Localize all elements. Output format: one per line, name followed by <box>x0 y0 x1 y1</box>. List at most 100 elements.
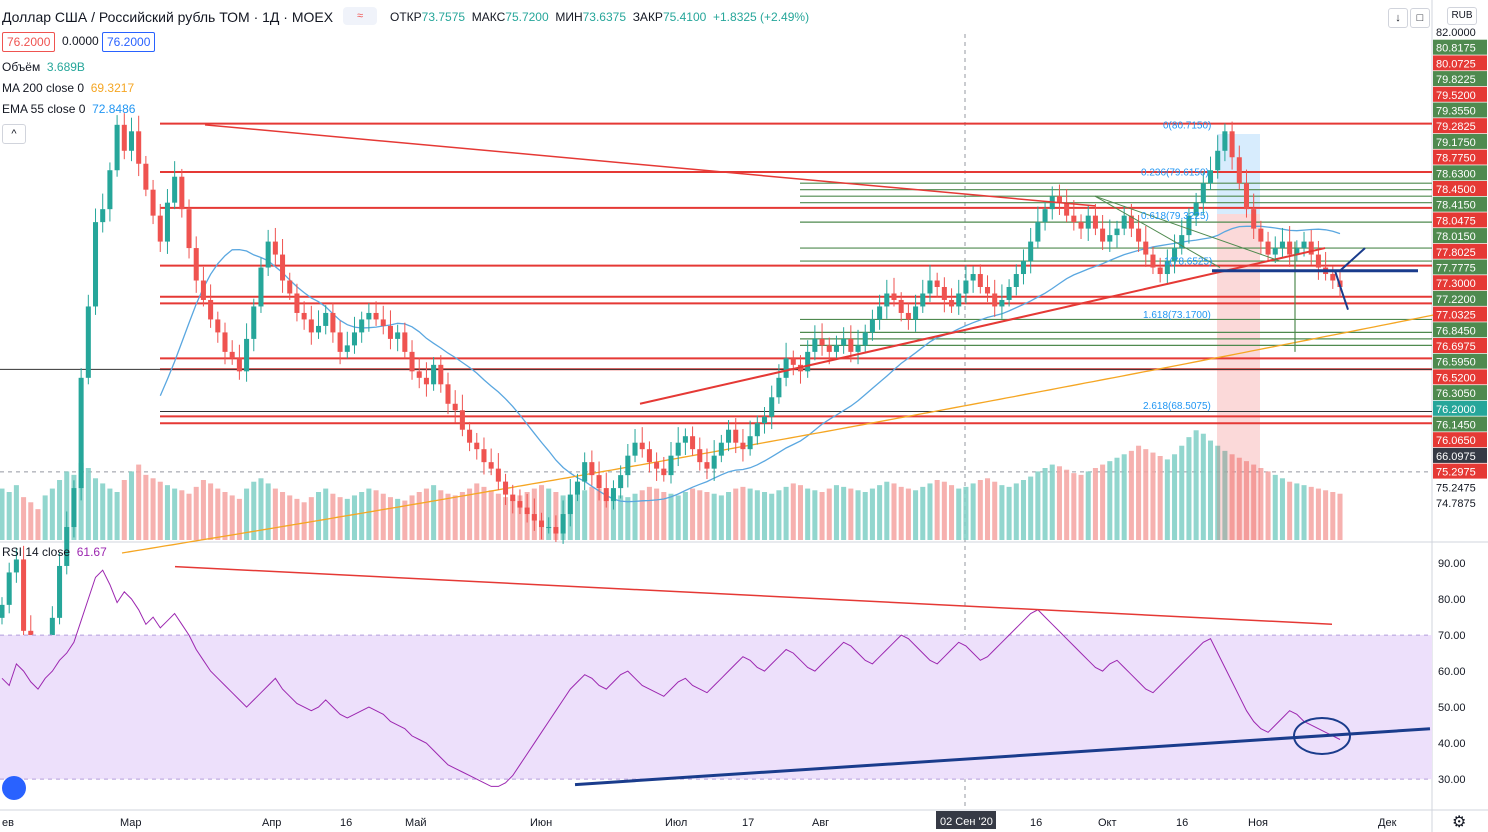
volume-bar <box>359 492 365 540</box>
candle-body <box>13 559 19 573</box>
arrow-up <box>1339 247 1366 272</box>
candle-body <box>848 338 854 352</box>
candle-body <box>258 267 264 307</box>
volume-bar <box>510 498 516 540</box>
volume-bar <box>992 481 998 540</box>
price-axis-tag <box>1433 39 1487 55</box>
volume-bar <box>251 481 257 540</box>
candle-body <box>1229 131 1235 158</box>
volume-bar <box>754 490 760 540</box>
candle-body <box>1157 267 1163 275</box>
candle-body <box>150 189 156 216</box>
tradingview-logo[interactable] <box>2 776 26 800</box>
candle-body <box>128 131 135 151</box>
candle-body <box>668 455 674 476</box>
maximize-button[interactable]: □ <box>1410 8 1430 28</box>
candle-body <box>315 325 322 333</box>
volume-bar <box>200 480 206 540</box>
volume-bar <box>114 492 120 540</box>
collapse-legend-button[interactable]: ^ <box>2 124 26 144</box>
compare-chip[interactable]: ≈ <box>343 7 377 25</box>
ma200-legend[interactable]: MA 200 close 0 69.3217 <box>2 81 134 95</box>
price-axis-label: 76.0650 <box>1436 435 1476 447</box>
candle-body <box>1006 287 1012 300</box>
fib-label: 0(80.7150) <box>1163 121 1211 132</box>
volume-bar <box>582 490 588 540</box>
volume-bar <box>488 490 494 540</box>
candle-body <box>1315 254 1321 268</box>
volume-bar <box>862 492 868 540</box>
candle-body <box>57 565 63 618</box>
volume-bar <box>100 483 106 540</box>
volume-bar <box>618 495 624 540</box>
bid-price-box[interactable]: 76.2000 <box>2 32 56 52</box>
volume-bar <box>790 483 796 540</box>
volume-bar <box>697 490 703 540</box>
volume-bar <box>1222 450 1228 540</box>
candle-body <box>1186 215 1192 236</box>
symbol-title[interactable]: Доллар США / Российский рубль ТОМ · 1Д ·… <box>2 9 334 25</box>
ma200-line <box>121 309 1461 554</box>
price-axis-label: 76.1450 <box>1436 420 1476 432</box>
volume-bar <box>797 485 804 540</box>
ask-price-box[interactable]: 76.2000 <box>102 32 156 52</box>
volume-bar <box>1028 476 1034 540</box>
volume-bar <box>1092 468 1098 540</box>
price-axis-tag <box>1433 447 1487 463</box>
volume-bar <box>877 485 883 540</box>
rsi-legend[interactable]: RSI 14 close 61.67 <box>2 545 107 559</box>
candle-body <box>1200 183 1206 203</box>
volume-bar <box>128 471 135 540</box>
scroll-down-button[interactable]: ↓ <box>1388 8 1408 28</box>
candle-body <box>1207 170 1214 184</box>
time-axis-label: Окт <box>1098 817 1117 829</box>
price-axis-label: 82.0000 <box>1436 27 1476 39</box>
volume-legend[interactable]: Объём 3.689B <box>2 60 85 74</box>
candle-body <box>984 287 991 294</box>
price-axis-tag <box>1433 416 1487 432</box>
candle-body <box>1100 228 1106 242</box>
volume-bar <box>1186 437 1192 540</box>
candle-body <box>423 377 429 385</box>
settings-gear-icon[interactable]: ⚙ <box>1452 814 1467 831</box>
fib-label: 0.618(79.3225) <box>1141 211 1209 222</box>
volume-bar <box>747 488 753 540</box>
candle-body <box>697 449 703 463</box>
volume-bar <box>1294 483 1300 540</box>
volume-bar <box>1085 471 1091 540</box>
candle-body <box>862 332 868 346</box>
candle-body <box>675 442 681 456</box>
fib-label: 1.618(73.1700) <box>1143 310 1211 321</box>
volume-bar <box>984 478 991 540</box>
candle-body <box>977 274 983 287</box>
volume-bar <box>409 495 415 540</box>
candle-body <box>481 449 487 463</box>
candle-body <box>819 338 825 346</box>
volume-bar <box>517 495 523 540</box>
volume-bar <box>682 492 688 540</box>
candle-body <box>200 280 206 300</box>
volume-bar <box>661 492 667 540</box>
volume-bar <box>1042 468 1048 540</box>
volume-bar <box>236 498 242 540</box>
ema55-legend[interactable]: EMA 55 close 0 72.8486 <box>2 102 135 116</box>
volume-bar <box>1035 471 1041 540</box>
volume-bar <box>1179 445 1185 540</box>
price-axis-label: 66.0975 <box>1436 451 1476 463</box>
volume-bar <box>64 471 70 540</box>
volume-bar <box>855 490 861 540</box>
candle-body <box>114 124 120 171</box>
ma200-legend-label: MA 200 close 0 <box>2 81 85 95</box>
candle-body <box>704 462 710 469</box>
price-axis-tag <box>1433 275 1487 291</box>
rsi-support-line <box>574 727 1431 787</box>
candle-body <box>474 442 480 450</box>
rsi-legend-label: RSI 14 close <box>2 545 71 559</box>
price-axis-label: 79.2825 <box>1436 121 1476 133</box>
currency-badge[interactable]: RUB <box>1447 7 1477 25</box>
candle-body <box>884 293 890 307</box>
volume-bar <box>1064 469 1070 540</box>
ohlc-close-value: 75.4100 <box>662 10 707 24</box>
candle-body <box>646 449 652 463</box>
